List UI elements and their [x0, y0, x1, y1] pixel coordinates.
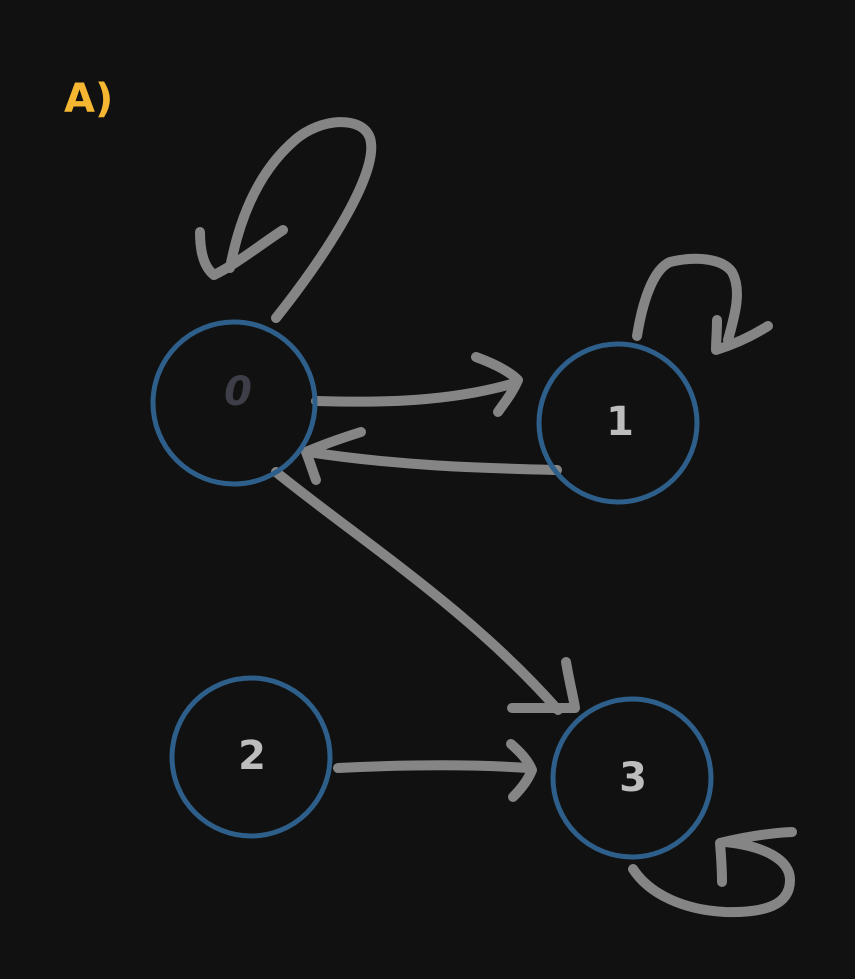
edge-3-to-3 — [628, 827, 797, 918]
diagram-title: A) — [64, 76, 113, 122]
node-1-circle — [536, 341, 700, 505]
edge-0-to-0 — [195, 117, 377, 323]
node-2-circle — [169, 675, 333, 839]
node-1-label: 1 — [606, 399, 634, 445]
edge-2-to-3 — [333, 739, 537, 802]
node-0-label: 0 — [224, 369, 252, 415]
edge-1-to-0 — [301, 427, 562, 485]
node-3-circle — [550, 696, 714, 860]
edge-1-to-1 — [632, 253, 773, 355]
node-2-label: 2 — [238, 733, 266, 779]
node-0-circle — [150, 319, 318, 487]
edge-0-to-1 — [311, 352, 523, 417]
node-3-label: 3 — [619, 755, 647, 801]
edge-0-to-3 — [271, 467, 580, 715]
